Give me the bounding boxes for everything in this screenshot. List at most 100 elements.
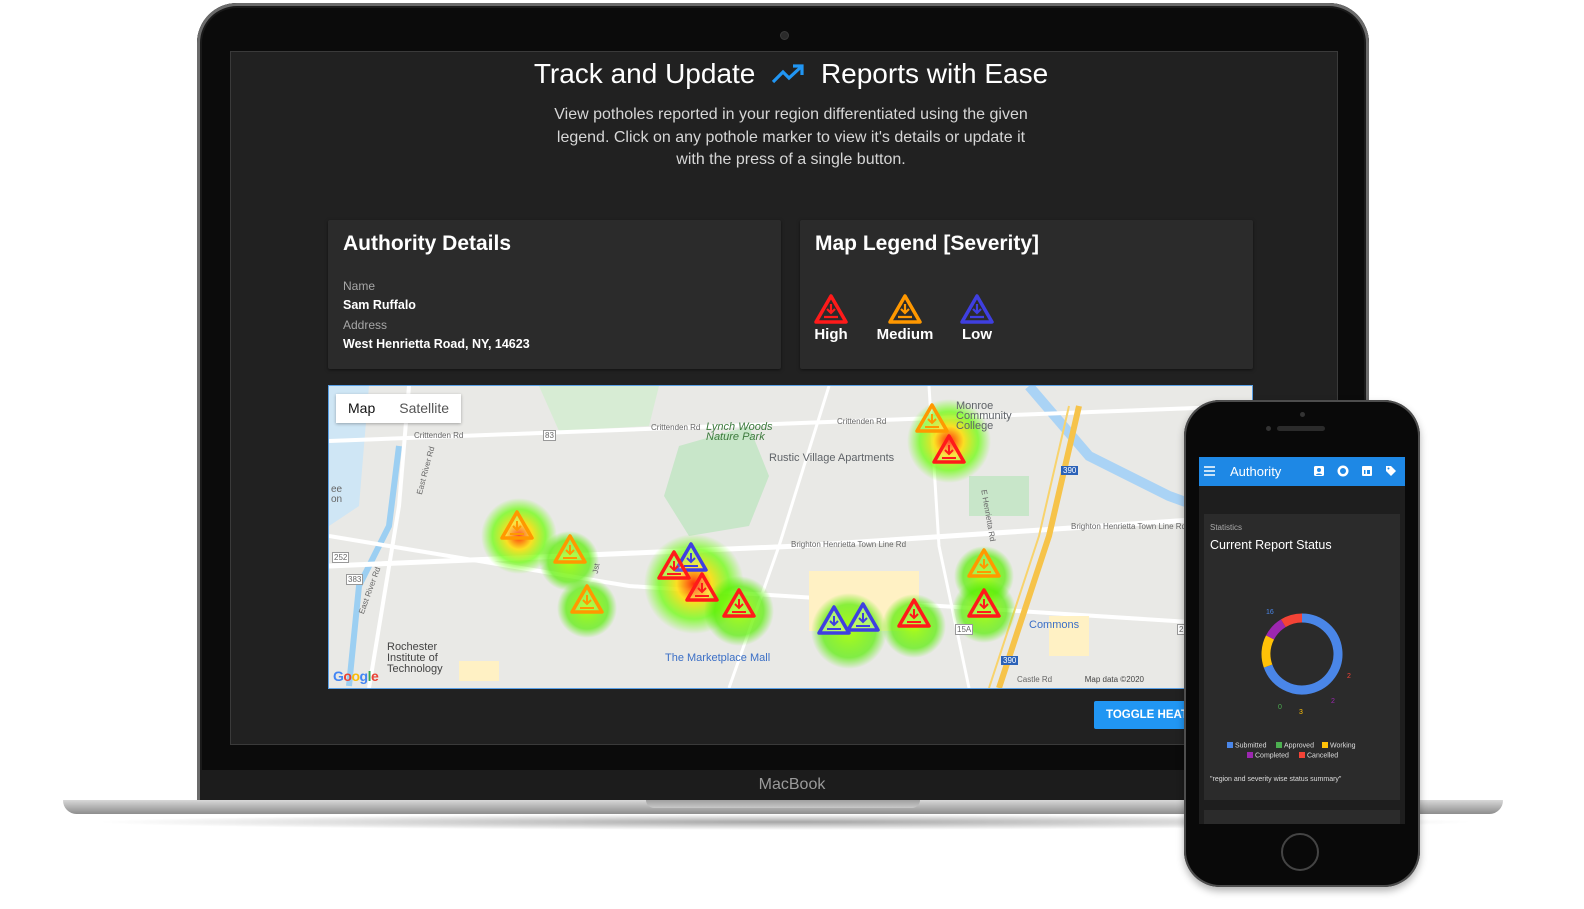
road-castle: Castle Rd xyxy=(1017,675,1053,684)
github-icon[interactable] xyxy=(1337,465,1349,477)
legend-approved: Approved xyxy=(1276,742,1314,750)
marker-14[interactable] xyxy=(932,434,966,464)
place-rit: Rochester Institute of Technology xyxy=(387,641,443,675)
map-attribution: Map data ©2020 xyxy=(1084,675,1144,684)
stat-caption: Statistics xyxy=(1210,523,1243,532)
legend-submitted-label: Submitted xyxy=(1235,742,1267,750)
legend-working: Working xyxy=(1322,742,1356,750)
marker-10[interactable] xyxy=(897,598,931,628)
legend-cancelled-label: Cancelled xyxy=(1307,752,1339,760)
donut-label-e: 0 xyxy=(1278,704,1282,711)
authority-name: Sam Ruffalo xyxy=(343,298,416,312)
account-icon[interactable] xyxy=(1313,465,1325,477)
marker-8[interactable] xyxy=(817,605,851,635)
pothole-markers xyxy=(500,403,1001,635)
road-crittenden-1: Crittenden Rd xyxy=(414,431,464,440)
legend-title: Map Legend [Severity] xyxy=(815,232,1040,255)
phone-speaker xyxy=(1277,426,1325,431)
authority-card: Authority Details Name Sam Ruffalo Addre… xyxy=(328,220,781,369)
laptop-shadow xyxy=(90,814,1480,830)
route-15a: 15A xyxy=(955,624,974,635)
map-tab[interactable]: Map xyxy=(348,400,376,416)
legend-label-high: High xyxy=(814,326,848,343)
laptop-screen: Track and Update Reports with Ease View … xyxy=(230,51,1338,745)
road-brighton-2: Brighton Henrietta Town Line Rd xyxy=(1071,522,1187,531)
place-lynch-woods: Lynch Woods Nature Park xyxy=(706,421,773,443)
place-commons: Commons xyxy=(1029,619,1080,631)
hero-title-right: Reports with Ease xyxy=(820,58,1049,89)
marker-9[interactable] xyxy=(846,602,880,632)
phone: Authority Statistics Current Report Stat… xyxy=(1184,400,1420,887)
satellite-tab[interactable]: Satellite xyxy=(399,400,450,416)
place-on: on xyxy=(331,494,343,505)
route-383: 383 xyxy=(346,574,364,585)
hero-subtitle: View potholes reported in your region di… xyxy=(554,106,1028,168)
legend-label-medium: Medium xyxy=(876,326,934,343)
legend-label-low: Low xyxy=(962,326,992,343)
place-marketplace-mall: The Marketplace Mall xyxy=(665,652,771,664)
pothole-map[interactable]: Map Satellite Lynch Woods Nature Park Ru… xyxy=(328,385,1253,689)
marker-7[interactable] xyxy=(722,588,756,618)
donut-slice-working xyxy=(1261,635,1275,668)
legend-cancelled: Cancelled xyxy=(1299,752,1338,760)
pothole-low-icon xyxy=(960,294,994,324)
legend-completed-label: Completed xyxy=(1255,752,1289,760)
map-type-toggle: Map Satellite xyxy=(336,394,462,423)
hero-title: Track and Update Reports with Ease xyxy=(231,58,1337,92)
laptop-bezel xyxy=(200,770,1366,801)
phone-front-camera xyxy=(1300,412,1305,417)
authority-title: Authority Details xyxy=(343,232,512,255)
stat-title: Current Report Status xyxy=(1210,538,1332,552)
place-rustic-village: Rustic Village Apartments xyxy=(769,452,895,464)
app-bar: Authority xyxy=(1199,457,1405,486)
marker-2[interactable] xyxy=(553,534,587,564)
status-card: Statistics Current Report Status 16 2 2 3 0 … xyxy=(1204,514,1400,800)
laptop-camera xyxy=(780,31,789,40)
route-390: 390 xyxy=(1061,466,1079,475)
phone-sensor xyxy=(1266,426,1271,431)
phone-screen: Authority Statistics Current Report Stat… xyxy=(1199,457,1405,824)
donut-label-b: 2 xyxy=(1347,673,1351,680)
laptop-brand: MacBook xyxy=(758,776,826,793)
donut-slice-completed xyxy=(1266,619,1286,640)
route-252: 252 xyxy=(332,552,350,563)
trending-up-icon xyxy=(771,60,805,92)
menu-icon[interactable] xyxy=(1204,466,1215,476)
road-crittenden-3: Crittenden Rd xyxy=(837,417,887,426)
place-ee: ee xyxy=(331,484,343,495)
status-donut-chart: 16 2 2 3 0 xyxy=(1261,609,1351,716)
authority-address: West Henrietta Road, NY, 14623 xyxy=(343,337,530,351)
laptop-notch xyxy=(646,800,920,808)
app-title: Authority xyxy=(1230,464,1282,479)
route-83: 83 xyxy=(543,430,556,441)
legend-working-label: Working xyxy=(1330,742,1356,750)
place-monroe-college: Monroe Community College xyxy=(956,400,1012,432)
donut-slice-submitted xyxy=(1263,613,1343,695)
google-logo: Google xyxy=(333,668,379,684)
donut-label-d: 3 xyxy=(1299,709,1303,716)
tag-icon[interactable] xyxy=(1385,465,1397,477)
pothole-high-icon xyxy=(814,294,848,324)
marker-3[interactable] xyxy=(570,584,604,614)
home-button[interactable] xyxy=(1281,833,1319,871)
marker-13[interactable] xyxy=(915,403,949,433)
legend-completed: Completed xyxy=(1247,752,1289,760)
hero-title-left: Track and Update xyxy=(533,58,756,89)
marker-11[interactable] xyxy=(967,548,1001,578)
donut-slice-cancelled xyxy=(1280,613,1303,628)
road-crittenden-2: Crittenden Rd xyxy=(651,423,701,432)
route-390-b: 390 xyxy=(1001,656,1019,665)
legend-submitted: Submitted xyxy=(1227,742,1267,750)
linkedin-icon[interactable] xyxy=(1361,465,1373,477)
marker-6[interactable] xyxy=(685,572,719,602)
donut-label-c: 2 xyxy=(1331,698,1335,705)
legend-item-low: Low xyxy=(957,294,997,343)
legend-item-medium: Medium xyxy=(872,294,938,343)
marker-1[interactable] xyxy=(500,510,534,540)
donut-label-a: 16 xyxy=(1266,609,1274,616)
name-label: Name xyxy=(343,279,376,293)
legend-item-high: High xyxy=(810,294,852,343)
marker-12[interactable] xyxy=(967,588,1001,618)
pothole-medium-icon xyxy=(888,294,922,324)
road-brighton-1: Brighton Henrietta Town Line Rd xyxy=(791,540,907,549)
